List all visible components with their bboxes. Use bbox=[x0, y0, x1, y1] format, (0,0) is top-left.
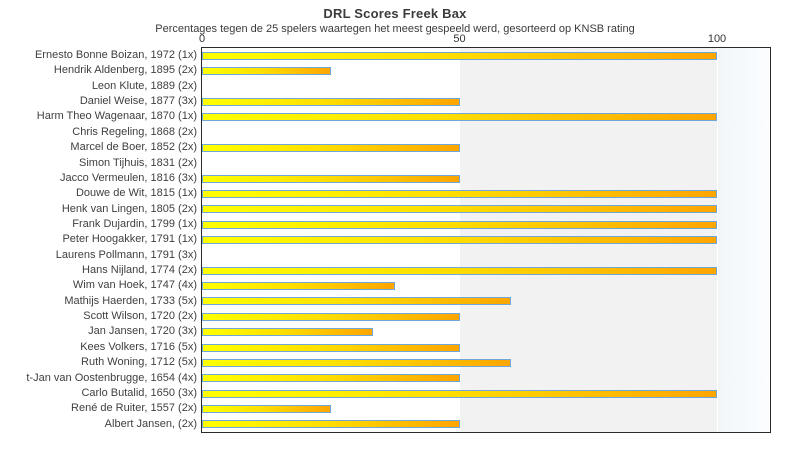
category-label: Laurens Pollmann, 1791 (3x) bbox=[55, 248, 197, 261]
bar bbox=[202, 389, 717, 398]
category-label: René de Ruiter, 1557 (2x) bbox=[71, 402, 197, 415]
category-label: Marcel de Boer, 1852 (2x) bbox=[70, 141, 197, 154]
bar bbox=[202, 143, 460, 152]
chart-subtitle: Percentages tegen de 25 spelers waartege… bbox=[155, 23, 635, 35]
category-label: Ruth Woning, 1712 (5x) bbox=[81, 356, 197, 369]
category-label: Jacco Vermeulen, 1816 (3x) bbox=[60, 171, 197, 184]
bar bbox=[202, 343, 460, 352]
bars-layer bbox=[202, 48, 770, 432]
y-axis-labels: Ernesto Bonne Boizan, 1972 (1x) Hendrik A… bbox=[0, 48, 790, 432]
bar bbox=[202, 328, 374, 337]
bar bbox=[202, 67, 331, 76]
category-label: Frank Dujardin, 1799 (1x) bbox=[72, 217, 197, 230]
category-label: Henk van Lingen, 1805 (2x) bbox=[61, 202, 197, 215]
x-tick-label: 50 bbox=[453, 33, 466, 45]
bar bbox=[202, 220, 717, 229]
bar bbox=[202, 236, 717, 244]
category-label: Simon Tijhuis, 1831 (2x) bbox=[79, 156, 197, 169]
bar bbox=[202, 174, 460, 183]
bar bbox=[202, 51, 717, 60]
category-label: Albert Jansen, (2x) bbox=[104, 417, 197, 430]
category-label: Jan Jansen, 1720 (3x) bbox=[88, 325, 197, 338]
bar bbox=[202, 420, 460, 429]
x-tick-label: 0 bbox=[198, 33, 206, 45]
bar bbox=[202, 266, 717, 275]
gridline-100 bbox=[717, 48, 718, 432]
bar bbox=[202, 205, 717, 214]
category-label: Peter Hoogakker, 1791 (1x) bbox=[62, 233, 197, 246]
bar bbox=[202, 374, 460, 383]
category-label: Ernesto Bonne Boizan, 1972 (1x) bbox=[34, 49, 197, 61]
bar bbox=[202, 312, 460, 321]
category-label: Scott Wilson, 1720 (2x) bbox=[83, 310, 197, 323]
category-label: Chris Regeling, 1868 (2x) bbox=[72, 125, 197, 138]
x-axis: 0 50 100 bbox=[0, 0, 790, 47]
bar bbox=[202, 404, 331, 413]
category-label: Wim van Hoek, 1747 (4x) bbox=[72, 279, 197, 292]
bar bbox=[202, 113, 717, 122]
category-label: Harm Theo Wagenaar, 1870 (1x) bbox=[36, 110, 197, 123]
category-label: t-Jan van Oostenbrugge, 1654 (4x) bbox=[26, 371, 197, 384]
bar bbox=[202, 282, 396, 291]
chart-title: DRL Scores Freek Bax bbox=[323, 6, 467, 21]
category-label: Douwe de Wit, 1815 (1x) bbox=[75, 187, 197, 200]
category-label: Carlo Butalid, 1650 (3x) bbox=[81, 386, 197, 399]
bar bbox=[202, 297, 511, 306]
category-label: Mathijs Haerden, 1733 (5x) bbox=[64, 294, 197, 307]
x-tick-label: 100 bbox=[707, 33, 727, 45]
category-label: Kees Volkers, 1716 (5x) bbox=[80, 340, 197, 353]
category-label: Hans Nijland, 1774 (2x) bbox=[82, 264, 197, 277]
category-label: Daniel Weise, 1877 (3x) bbox=[79, 95, 197, 108]
category-label: Hendrik Aldenberg, 1895 (2x) bbox=[53, 64, 197, 77]
bar bbox=[202, 358, 511, 367]
bar bbox=[202, 189, 717, 198]
bar bbox=[202, 97, 460, 106]
category-label: Leon Klute, 1889 (2x) bbox=[91, 79, 197, 92]
